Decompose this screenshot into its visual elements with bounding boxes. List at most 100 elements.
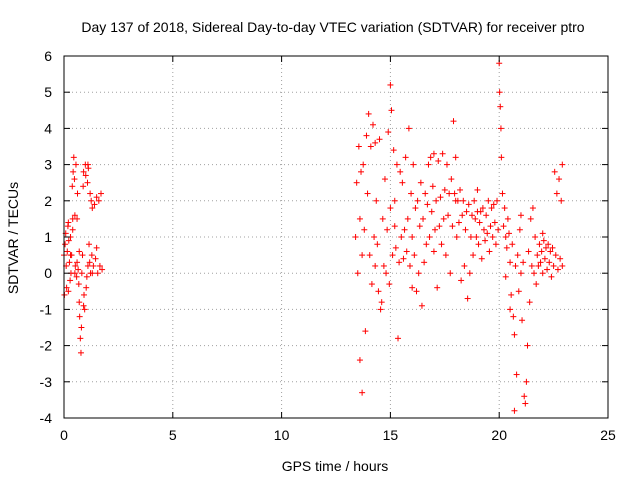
data-point (549, 244, 556, 251)
data-point (83, 284, 90, 291)
data-point (496, 89, 503, 96)
data-point (422, 190, 429, 197)
x-tick-label: 20 (491, 427, 507, 443)
data-point (539, 230, 546, 237)
data-point (483, 212, 490, 219)
data-point (546, 259, 553, 266)
data-point (92, 255, 99, 262)
data-point (79, 252, 86, 259)
data-point (76, 299, 83, 306)
data-point (547, 248, 554, 255)
data-point (459, 212, 466, 219)
data-point (359, 389, 366, 396)
axis-ticks (63, 55, 609, 419)
data-point (438, 241, 445, 248)
data-point (452, 197, 459, 204)
data-point (404, 215, 411, 222)
data-point (455, 219, 462, 226)
data-point (81, 306, 88, 313)
data-point (511, 331, 518, 338)
data-point (428, 208, 435, 215)
data-point (411, 252, 418, 259)
data-point (433, 197, 440, 204)
data-point (507, 306, 514, 313)
data-point (515, 288, 522, 295)
data-point (364, 190, 371, 197)
y-axis-label: SDTVAR / TECUs (5, 182, 21, 294)
data-point (554, 266, 561, 273)
data-point (368, 281, 375, 288)
data-point (526, 299, 533, 306)
data-point (441, 186, 448, 193)
data-point (359, 252, 366, 259)
data-point (445, 212, 452, 219)
data-point (437, 194, 444, 201)
grid-lines (64, 56, 608, 418)
data-point (417, 179, 424, 186)
x-tick-label: 10 (274, 427, 290, 443)
chart-title: Day 137 of 2018, Sidereal Day-to-day VTE… (81, 19, 584, 35)
data-point (387, 81, 394, 88)
data-point (524, 342, 531, 349)
data-point (538, 248, 545, 255)
data-point (443, 161, 450, 168)
data-point (424, 201, 431, 208)
data-point (519, 317, 526, 324)
data-point (99, 266, 106, 273)
data-point (507, 259, 514, 266)
data-point (90, 262, 97, 269)
data-point (82, 172, 89, 179)
data-point (556, 176, 563, 183)
data-point (425, 161, 432, 168)
data-point (80, 183, 87, 190)
data-point (544, 266, 551, 273)
data-point (69, 183, 76, 190)
data-point (462, 226, 469, 233)
data-point (80, 302, 87, 309)
data-point (436, 223, 443, 230)
data-point (446, 190, 453, 197)
data-point (497, 125, 504, 132)
data-point (429, 183, 436, 190)
data-point (449, 223, 456, 230)
data-point (504, 215, 511, 222)
data-point (77, 335, 84, 342)
data-point (432, 226, 439, 233)
y-tick-label: 5 (44, 84, 52, 100)
data-point (421, 259, 428, 266)
data-point (78, 324, 85, 331)
data-point (513, 371, 520, 378)
data-point (391, 197, 398, 204)
data-point (94, 270, 101, 277)
data-point (65, 237, 72, 244)
data-point (509, 241, 516, 248)
data-point (478, 255, 485, 262)
data-point (485, 197, 492, 204)
data-point (86, 241, 93, 248)
data-point (378, 299, 385, 306)
data-point (559, 262, 566, 269)
data-point (70, 168, 77, 175)
x-axis-label: GPS time / hours (282, 458, 389, 474)
data-point (386, 281, 393, 288)
y-tick-label: 2 (44, 193, 52, 209)
data-point (521, 393, 528, 400)
data-point (469, 212, 475, 219)
data-point (502, 234, 509, 240)
data-point (398, 234, 405, 240)
data-point (430, 150, 437, 157)
data-point (93, 194, 100, 201)
data-point (470, 252, 477, 259)
data-point (457, 186, 464, 193)
data-point (71, 270, 78, 277)
y-tick-label: -2 (40, 338, 53, 354)
data-point (74, 215, 81, 222)
data-point (453, 234, 460, 240)
data-point (516, 226, 523, 233)
data-point (379, 215, 386, 222)
data-point (484, 230, 491, 237)
data-point (409, 234, 416, 240)
data-point (89, 205, 96, 212)
data-point (76, 313, 83, 320)
data-point (88, 197, 95, 204)
